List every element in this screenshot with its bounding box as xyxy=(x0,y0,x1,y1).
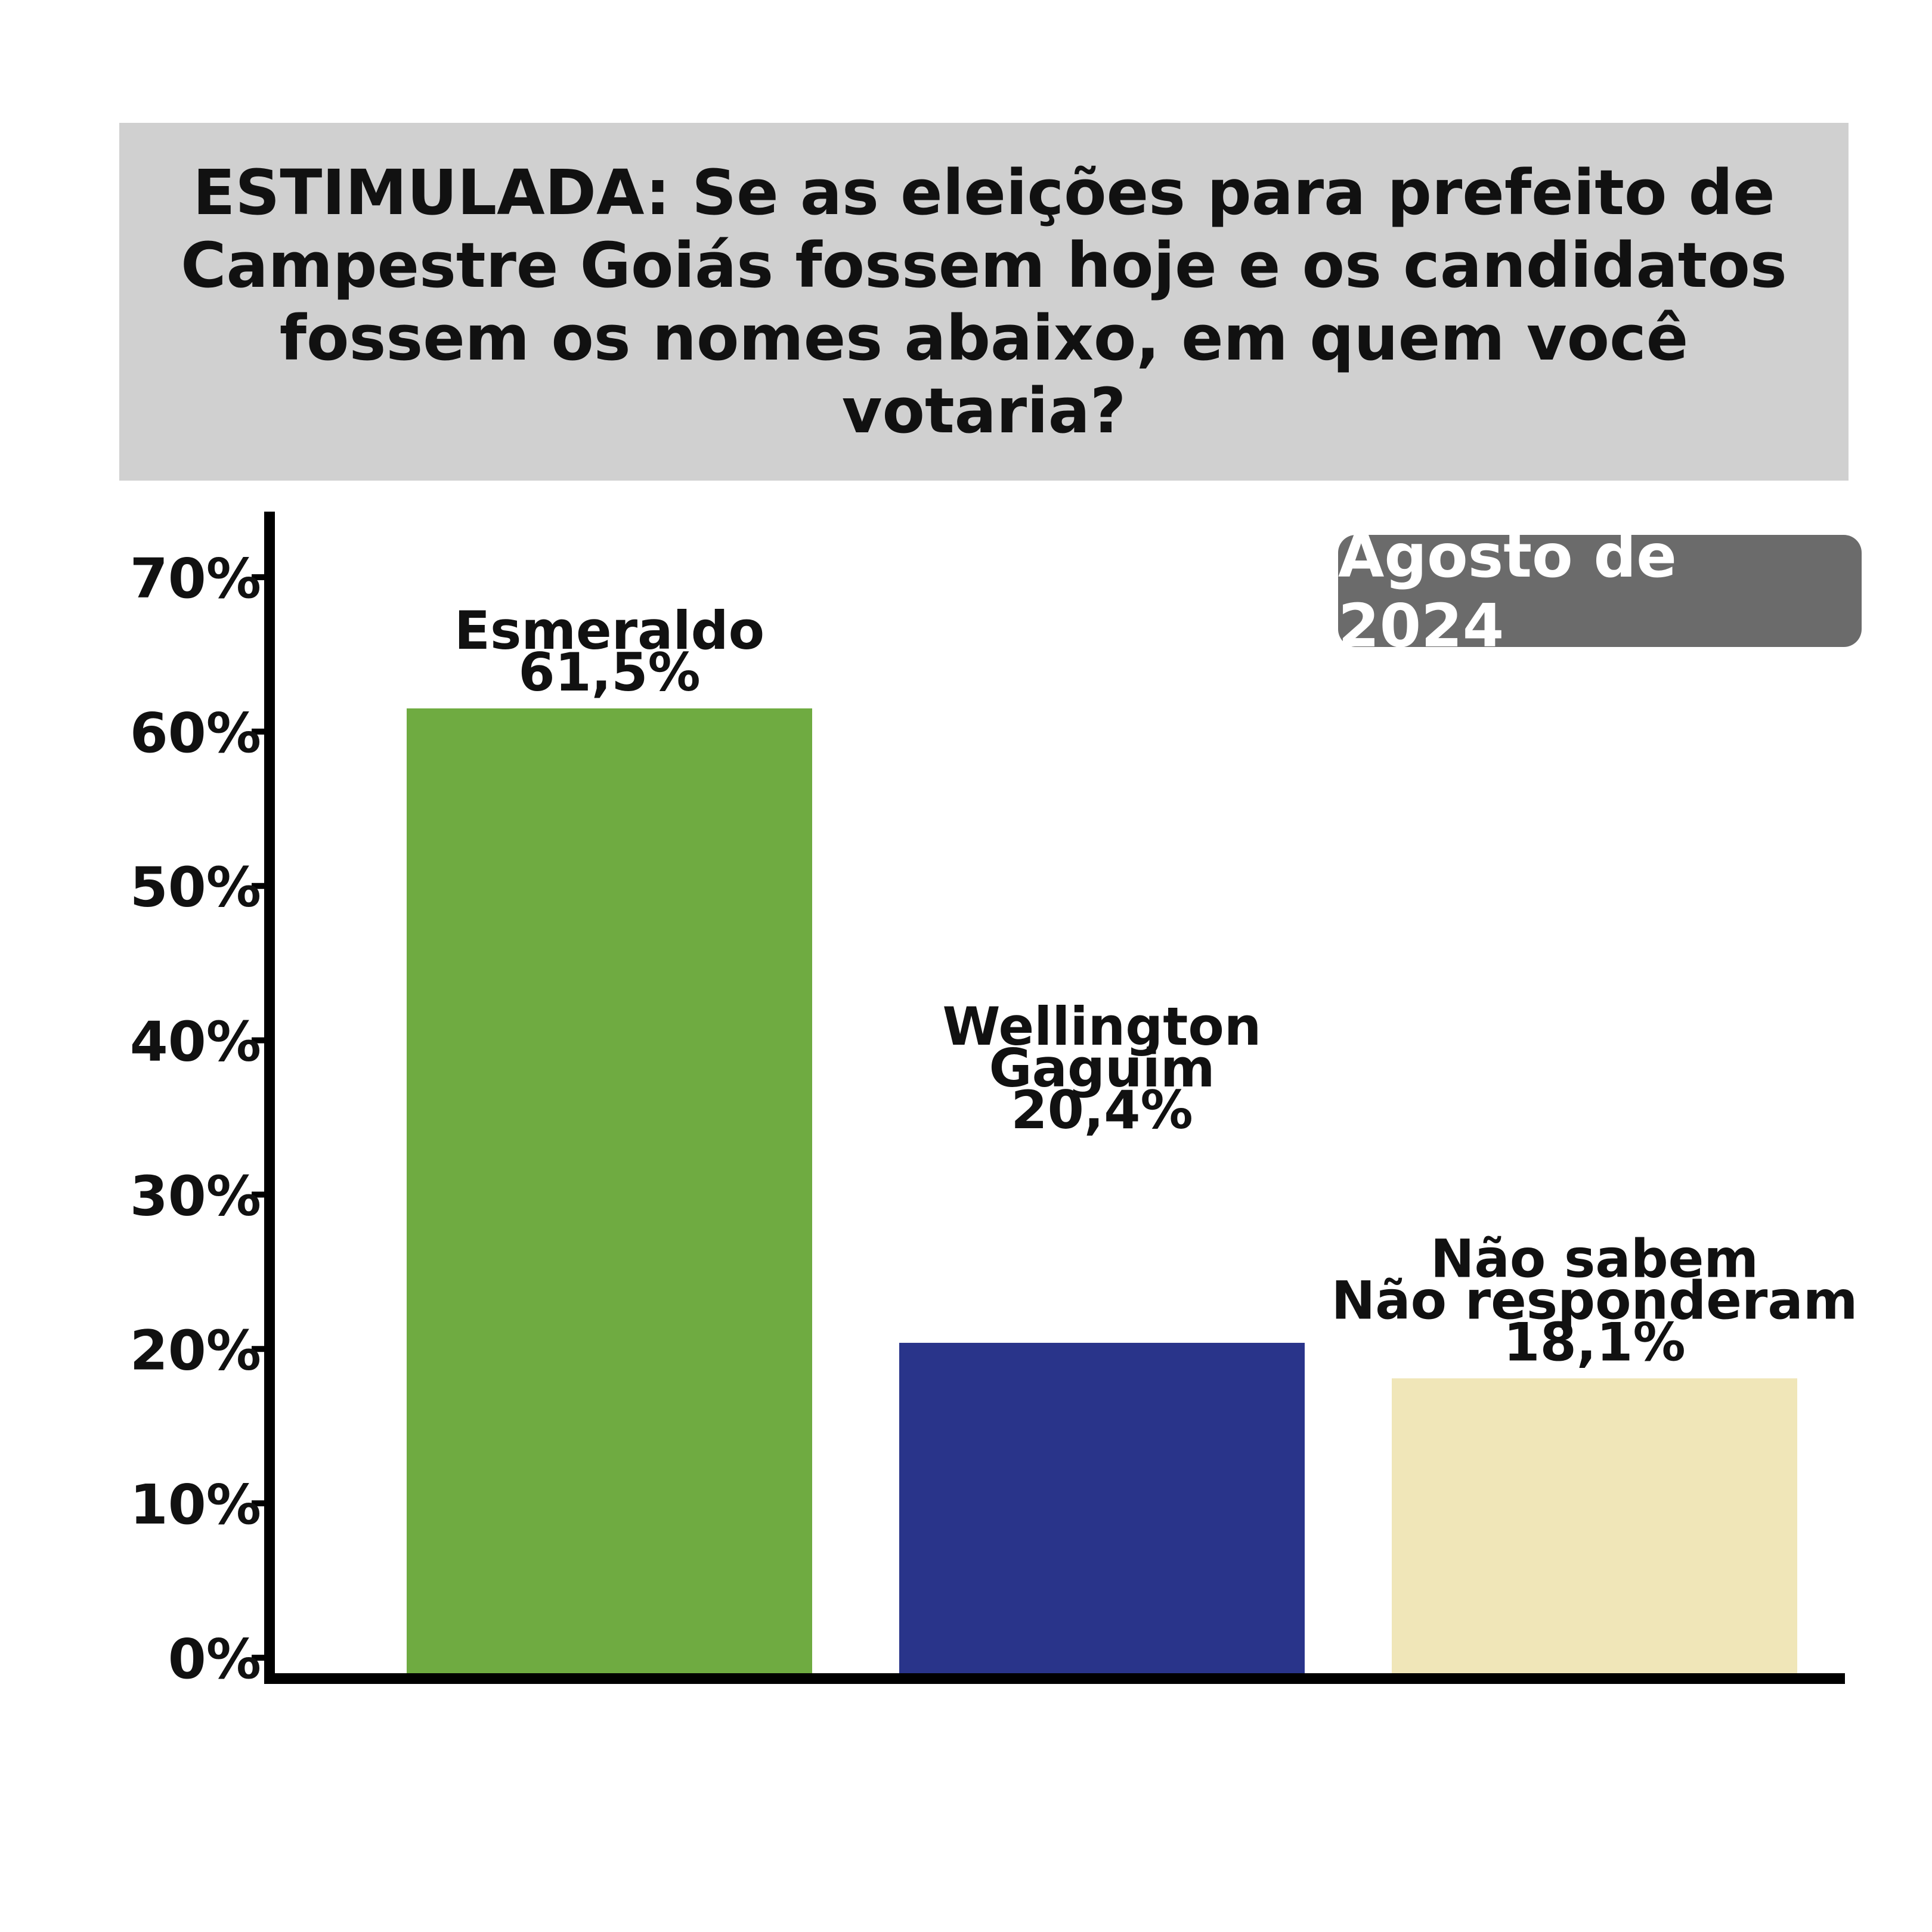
y-tick-label: 50% xyxy=(130,856,261,919)
bar-category-label: Não responderam xyxy=(1332,1270,1858,1331)
bar-category-label: Esmeraldo xyxy=(454,600,764,661)
y-tick-label: 0% xyxy=(168,1627,261,1691)
bar-value-label: 20,4% xyxy=(1011,1079,1193,1141)
bar-category-label: Gaguim xyxy=(989,1038,1215,1099)
y-tick-label: 20% xyxy=(130,1318,261,1382)
bar-value-label: 61,5% xyxy=(518,642,700,703)
y-tick-label: 40% xyxy=(130,1010,261,1074)
bar-value-label: 18,1% xyxy=(1503,1311,1685,1373)
y-tick-label: 70% xyxy=(130,547,261,611)
title-box: ESTIMULADA: Se as eleições para prefeito… xyxy=(119,123,1849,481)
bar-category-label: Wellington xyxy=(943,996,1262,1057)
bar-category-label: Não sabem xyxy=(1431,1228,1758,1289)
bar-1 xyxy=(407,708,812,1673)
chart-title: ESTIMULADA: Se as eleições para prefeito… xyxy=(181,156,1787,447)
y-tick-label: 60% xyxy=(130,701,261,765)
bar-3 xyxy=(1392,1378,1797,1673)
bar-2 xyxy=(899,1342,1305,1673)
y-tick-label: 10% xyxy=(130,1473,261,1537)
y-tick-label: 30% xyxy=(130,1164,261,1228)
